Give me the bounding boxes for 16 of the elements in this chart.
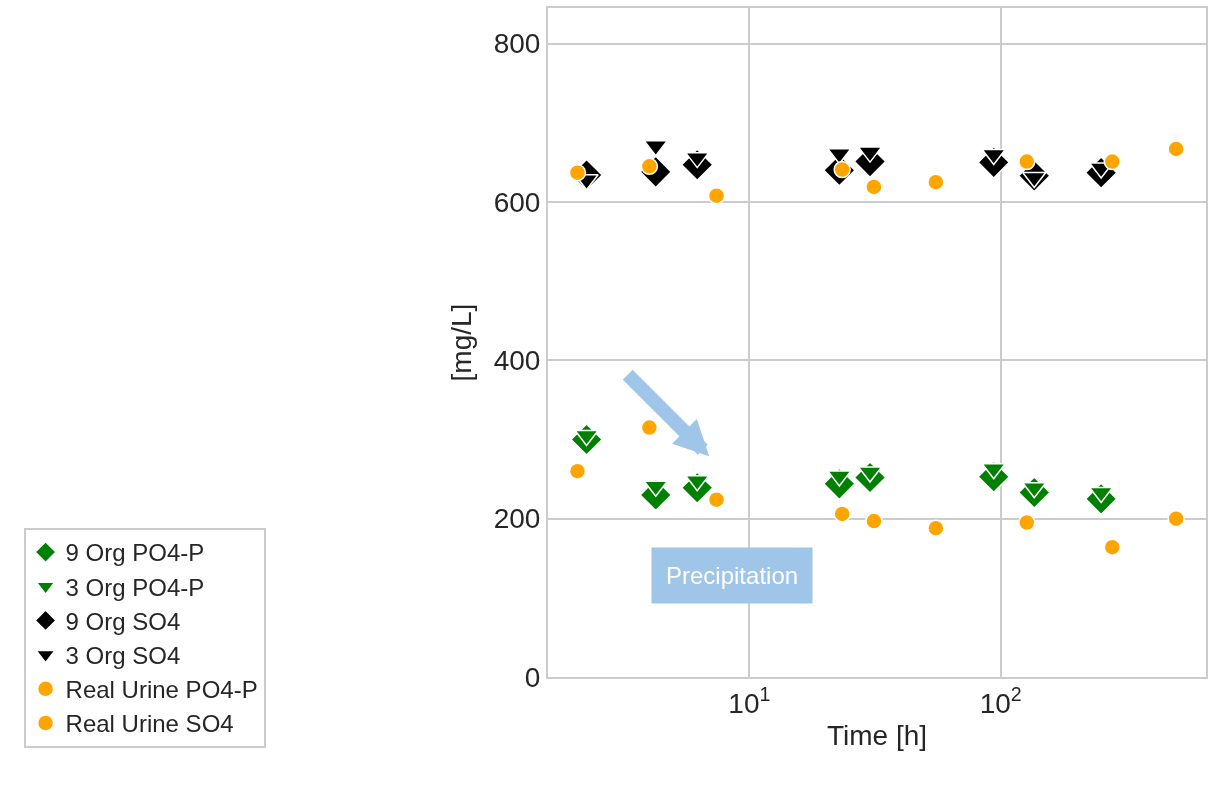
legend-label: 3 Org SO4 — [65, 641, 181, 669]
y-tick-label: 0 — [524, 661, 541, 693]
legend-label: 9 Org SO4 — [65, 607, 181, 635]
x-axis-title: Time [h] — [826, 720, 928, 752]
x-tick-label: 10$^{2}$ — [979, 682, 1022, 719]
y-tick-label: 200 — [493, 503, 541, 535]
legend-label: Real Urine SO4 — [65, 710, 234, 738]
y-tick-label: 600 — [493, 186, 541, 218]
x-tick-label: 10$^{1}$ — [728, 682, 771, 719]
y-tick-label: 800 — [493, 28, 541, 60]
y-tick-label: 400 — [493, 345, 541, 377]
y-axis-title: [mg/L] — [445, 303, 477, 382]
legend-label: 9 Org PO4-P — [65, 539, 205, 567]
legend-label: Real Urine PO4-P — [65, 676, 258, 704]
annotation: Precipitation — [666, 562, 799, 589]
legend-label: 3 Org PO4-P — [65, 573, 205, 601]
